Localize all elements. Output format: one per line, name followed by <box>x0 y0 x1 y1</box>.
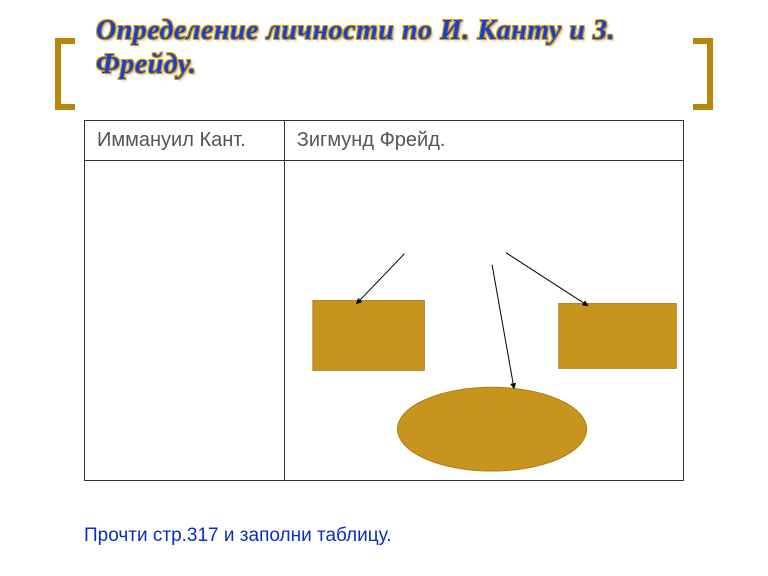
diagram-rect-right <box>559 304 676 369</box>
diagram-rect-left <box>313 301 425 371</box>
diagram-arrow-2 <box>492 265 514 389</box>
slide-title: Определение личности по И. Канту и З. Фр… <box>96 14 676 81</box>
table-cell-freud <box>284 161 683 481</box>
table-cell-kant <box>85 161 285 481</box>
decorative-bracket-left <box>55 38 75 110</box>
diagram-arrow-1 <box>506 253 588 306</box>
diagram-arrow-0 <box>356 254 404 304</box>
instruction-text: Прочти стр.317 и заполни таблицу. <box>84 525 392 547</box>
decorative-bracket-right <box>693 38 713 110</box>
comparison-table: Иммануил Кант. Зигмунд Фрейд. <box>84 120 684 481</box>
diagram-oval <box>397 387 586 471</box>
table-body-row <box>85 161 684 481</box>
table-header-right: Зигмунд Фрейд. <box>284 121 683 161</box>
table-header-row: Иммануил Кант. Зигмунд Фрейд. <box>85 121 684 161</box>
freud-diagram <box>285 161 683 480</box>
table-header-left: Иммануил Кант. <box>85 121 285 161</box>
